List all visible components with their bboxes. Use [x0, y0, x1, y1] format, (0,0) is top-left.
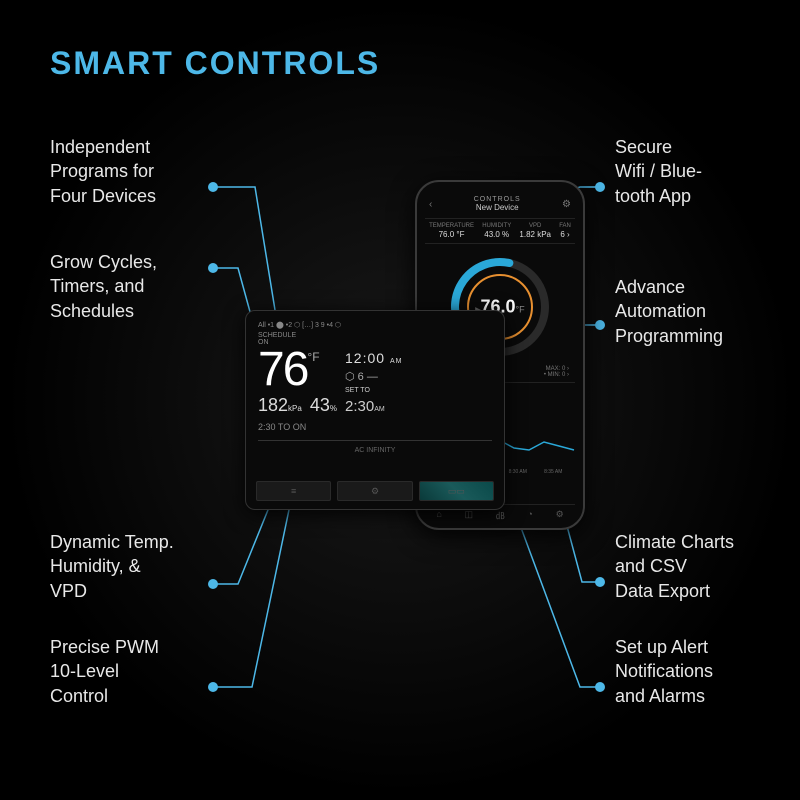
phone-header: CONTROLS — [474, 196, 521, 203]
panel-mode-button[interactable]: ▭▭ — [419, 481, 494, 501]
connector-line — [213, 187, 275, 310]
feature-callout: Dynamic Temp.Humidity, &VPD — [50, 530, 210, 603]
feature-callout: Climate Chartsand CSVData Export — [615, 530, 775, 603]
panel-clock: 12:00 — [345, 350, 385, 366]
panel-brand: AC INFINITY — [258, 440, 492, 454]
connector-dot — [208, 579, 218, 589]
panel-humidity-value: 43 — [310, 395, 330, 415]
feature-callout: AdvanceAutomationProgramming — [615, 275, 775, 348]
nav-icon[interactable]: ⚙ — [556, 509, 564, 522]
nav-icon[interactable]: ⌂ — [436, 509, 441, 522]
phone-stat: VPD1.82 kPa — [519, 223, 551, 239]
dial-temperature-unit: °F — [515, 305, 524, 315]
connector-dot — [208, 682, 218, 692]
connector-dot — [595, 577, 605, 587]
feature-callout: IndependentPrograms forFour Devices — [50, 135, 210, 208]
feature-callout: SecureWifi / Blue-tooth App — [615, 135, 775, 208]
panel-bottom-label: TO ON — [278, 422, 306, 432]
panel-set-to-label: SET TO — [345, 387, 492, 394]
page-title: SMART CONTROLS — [50, 45, 380, 82]
panel-clock-ampm: AM — [390, 358, 403, 365]
panel-vpd-unit: kPa — [288, 404, 302, 413]
panel-temperature-unit: °F — [307, 350, 319, 364]
panel-button-row: ≡ ⚙ ▭▭ — [256, 481, 494, 501]
nav-icon[interactable]: ㏈ — [496, 509, 505, 522]
connector-line — [213, 505, 290, 687]
panel-humidity-unit: % — [330, 404, 337, 413]
phone-stat: HUMIDITY43.0 % — [482, 223, 511, 239]
feature-callout: Precise PWM10-LevelControl — [50, 635, 210, 708]
panel-menu-button[interactable]: ≡ — [256, 481, 331, 501]
phone-stats-row: TEMPERATURE76.0 °F HUMIDITY43.0 % VPD1.82 … — [425, 218, 575, 244]
connector-dot — [208, 263, 218, 273]
gear-icon[interactable]: ⚙ — [562, 199, 571, 210]
connector-dot — [595, 182, 605, 192]
panel-level: ⬡ 6 — — [345, 370, 492, 383]
panel-vpd-value: 182 — [258, 395, 288, 415]
panel-temperature-value: 76 — [258, 343, 307, 396]
feature-callout: Grow Cycles,Timers, andSchedules — [50, 250, 210, 323]
controller-panel-device: All •1 ⬤ •2 ⬡ […] 3 9 •4 ⬡ SCHEDULE ON 7… — [245, 310, 505, 510]
phone-stat: TEMPERATURE76.0 °F — [429, 223, 474, 239]
feature-callout: Set up AlertNotificationsand Alarms — [615, 635, 775, 708]
nav-icon[interactable]: ◫ — [464, 509, 473, 522]
nav-icon[interactable]: ◔ — [527, 509, 532, 522]
connector-dot — [595, 682, 605, 692]
back-icon[interactable]: ‹ — [429, 199, 432, 210]
connector-line — [520, 525, 600, 687]
connector-line — [213, 505, 270, 584]
panel-set-to-ampm: AM — [374, 406, 385, 413]
panel-set-to-value: 2:30 — [345, 398, 374, 415]
connector-dot — [595, 320, 605, 330]
panel-port-indicators: All •1 ⬤ •2 ⬡ […] 3 9 •4 ⬡ — [258, 321, 492, 329]
panel-bottom-time: 2:30 — [258, 422, 276, 432]
connector-dot — [208, 182, 218, 192]
phone-device-name: New Device — [474, 203, 521, 212]
phone-stat: FAN6 › — [559, 223, 571, 239]
panel-settings-button[interactable]: ⚙ — [337, 481, 412, 501]
